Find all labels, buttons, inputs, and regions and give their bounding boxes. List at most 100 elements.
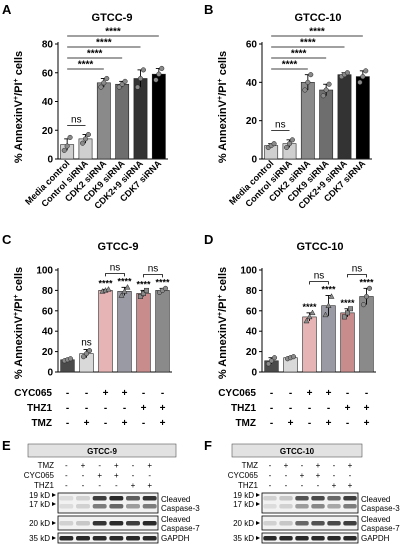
blot-treatment-sign: - — [317, 481, 320, 490]
blot-band — [295, 521, 309, 526]
ylabel-sup: + — [13, 96, 20, 100]
y-axis-label-b: % AnnexinV+/PI+ cells — [217, 51, 229, 163]
mw-marker: 35 kD — [29, 534, 50, 543]
blot-treatment-sign: - — [301, 481, 304, 490]
significance-label: **** — [136, 279, 151, 289]
treatment-sign: + — [364, 418, 370, 429]
blot-band — [279, 504, 293, 509]
data-point — [82, 136, 89, 142]
blot-band — [279, 496, 293, 501]
ylabel-mid: /PI — [13, 298, 25, 311]
ylabel-tail: cells — [217, 51, 229, 79]
treatment-sign: + — [307, 388, 313, 399]
blot-treatment-sign: - — [285, 481, 288, 490]
y-tick-label: 0 — [251, 368, 257, 379]
blot-band — [263, 504, 277, 509]
data-point — [64, 143, 70, 149]
blot-treatment-sign: - — [132, 461, 135, 470]
significance-label: **** — [300, 38, 316, 49]
blot-treatment-sign: - — [132, 471, 135, 480]
ylabel-main: % AnnexinV — [217, 99, 229, 163]
ns-label: ns — [275, 120, 286, 131]
blot-band — [59, 536, 74, 541]
ns-label: ns — [148, 263, 159, 274]
bar — [359, 296, 374, 373]
chart-title-d: GTCC-10 — [296, 241, 343, 253]
blot-treatment-name: CYC065 — [24, 471, 55, 480]
data-point — [363, 293, 370, 300]
blot-treatment-sign: - — [82, 481, 85, 490]
blot-treatment-sign: + — [284, 461, 289, 470]
treatment-sign: - — [346, 388, 349, 399]
ylabel-main: % AnnexinV — [217, 315, 229, 379]
blot-treatment-sign: - — [349, 471, 352, 480]
data-point — [305, 79, 311, 85]
blot-title-box-f — [231, 443, 363, 458]
ylabel-sup: + — [217, 312, 224, 316]
ylabel-mid: /PI — [13, 82, 25, 95]
blot-treatment-sign: + — [81, 461, 86, 470]
y-tick-label: 80 — [246, 286, 258, 297]
blot-protein-label: GAPDH — [161, 534, 190, 543]
blot-band — [109, 521, 124, 526]
ylabel-tail: cells — [13, 267, 25, 295]
blot-band — [126, 496, 140, 501]
treatment-sign: - — [327, 403, 330, 414]
blot-membrane — [261, 532, 359, 544]
data-point — [309, 309, 316, 316]
significance-label: **** — [340, 298, 355, 308]
mw-marker: 19 kD — [29, 491, 50, 500]
bar — [302, 316, 317, 373]
treatment-sign: - — [85, 403, 88, 414]
blot-band — [295, 536, 309, 541]
blot-membrane — [261, 492, 359, 514]
blot-band — [343, 521, 357, 526]
data-point — [286, 141, 293, 147]
significance-label: **** — [117, 276, 132, 286]
blot-band — [279, 536, 293, 541]
blot-membrane — [261, 515, 359, 531]
blot-treatment-sign: + — [97, 471, 102, 480]
data-point — [265, 361, 272, 367]
y-tick-label: 0 — [47, 368, 53, 379]
blot-protein-label: Cleaved — [361, 495, 390, 504]
chart-title-c: GTCC-9 — [98, 241, 139, 253]
blot-band — [76, 496, 90, 501]
blot-treatment-sign: + — [316, 471, 321, 480]
treatment-sign: - — [289, 403, 292, 414]
blot-band — [92, 521, 107, 526]
treatment-name: TMZ — [235, 418, 256, 429]
data-point — [162, 285, 169, 291]
treatment-sign: - — [346, 418, 349, 429]
treatment-sign: - — [270, 403, 273, 414]
panel-label-c: C — [2, 232, 12, 247]
blot-treatment-sign: - — [98, 461, 101, 470]
data-point — [153, 77, 159, 83]
treatment-sign: - — [308, 418, 311, 429]
blot-treatment-sign: - — [65, 461, 68, 470]
blot-band — [92, 536, 107, 541]
ns-label: ns — [314, 271, 325, 282]
blot-band — [311, 504, 325, 509]
significance-label: **** — [321, 285, 336, 295]
data-point — [363, 68, 369, 74]
ylabel-sup: + — [217, 78, 224, 82]
bar — [115, 83, 130, 160]
data-point — [137, 75, 144, 82]
mw-arrow-icon — [52, 536, 56, 540]
blot-treatment-sign: + — [316, 461, 321, 470]
data-point — [326, 81, 332, 87]
y-tick-label: 80 — [42, 40, 54, 51]
ylabel-sup: + — [13, 78, 20, 82]
blot-band — [92, 496, 107, 501]
data-point — [61, 147, 67, 153]
treatment-sign: - — [142, 388, 145, 399]
bar — [98, 290, 113, 373]
treatment-table-c: CYC065 - - + + - - THZ1 - - - - + + TMZ - + - + - + — [14, 388, 165, 429]
significance-label: **** — [98, 278, 113, 288]
ns-label: ns — [81, 338, 92, 349]
treatment-sign: - — [365, 388, 368, 399]
blot-treatment-sign: - — [65, 481, 68, 490]
